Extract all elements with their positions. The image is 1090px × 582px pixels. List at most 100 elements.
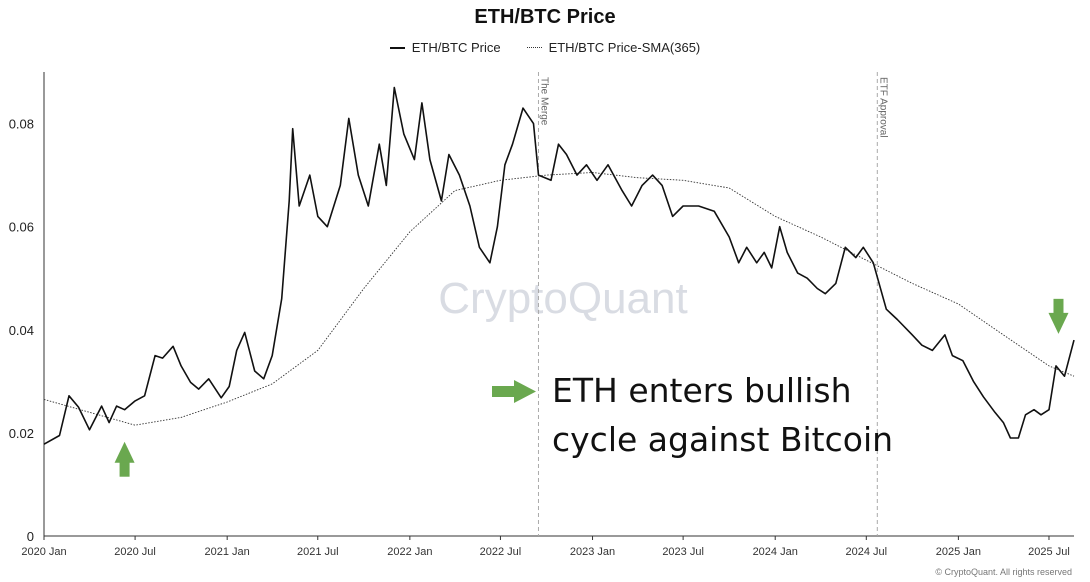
x-tick-label: 2022 Jul <box>480 546 522 558</box>
price-data-point <box>123 408 126 411</box>
price-data-point <box>920 344 923 347</box>
price-data-point <box>385 184 388 187</box>
annotation-line-1: ETH enters bullish <box>552 371 852 410</box>
price-data-point <box>207 377 210 380</box>
price-data-point <box>834 282 837 285</box>
chart-legend: ETH/BTC Price ETH/BTC Price-SMA(365) <box>0 40 1090 55</box>
price-data-point <box>420 101 423 104</box>
price-data-point <box>576 174 579 177</box>
sma-data-point <box>499 179 502 182</box>
price-data-point <box>347 117 350 120</box>
y-tick-label: 0.02 <box>9 426 34 441</box>
x-tick-label: 2020 Jul <box>114 546 156 558</box>
price-data-point <box>872 261 875 264</box>
price-data-point <box>532 122 535 125</box>
price-data-point <box>682 205 685 208</box>
price-data-point <box>713 210 716 213</box>
price-data-point <box>280 297 283 300</box>
price-data-point <box>1017 437 1020 440</box>
price-data-point <box>993 411 996 414</box>
price-data-point <box>88 428 91 431</box>
sma-data-point <box>636 176 639 179</box>
price-data-point <box>339 184 342 187</box>
price-data-point <box>243 331 246 334</box>
price-data-point <box>671 215 674 218</box>
price-data-point <box>961 359 964 362</box>
price-data-point <box>786 251 789 254</box>
price-data-point <box>447 153 450 156</box>
price-data-point <box>220 396 223 399</box>
price-data-point <box>367 205 370 208</box>
event-markers: The Merge ETF Approval <box>537 72 888 536</box>
price-data-point <box>291 127 294 130</box>
sma-data-point <box>408 230 411 233</box>
price-data-point <box>854 256 857 259</box>
price-data-point <box>262 377 265 380</box>
x-tick-label: 2024 Jan <box>753 546 798 558</box>
arrow-head <box>114 441 135 463</box>
sma-data-point <box>134 424 137 427</box>
price-data-point <box>796 272 799 275</box>
down-arrow-icon <box>1048 298 1069 334</box>
sma-data-point <box>1002 333 1005 336</box>
price-data-point <box>402 132 405 135</box>
x-tick-label: 2021 Jul <box>297 546 339 558</box>
price-data-point <box>844 246 847 249</box>
sma-data-point <box>911 282 914 285</box>
price-data-point <box>1054 364 1057 367</box>
price-data-point <box>298 205 301 208</box>
price-data-point <box>728 235 731 238</box>
x-tick-label: 2025 Jul <box>1028 546 1070 558</box>
price-data-point <box>511 143 514 146</box>
watermark: CryptoQuant <box>438 274 687 323</box>
annotation-line-2: cycle against Bitcoin <box>552 420 894 459</box>
price-data-point <box>737 261 740 264</box>
chart-axes: 0 0.02 0.04 0.06 0.08 2020 Jan 2020 Jul 2021 Ja… <box>9 72 1074 558</box>
sma-data-point <box>728 187 731 190</box>
legend-item-sma[interactable]: ETH/BTC Price-SMA(365) <box>526 40 700 55</box>
sma-data-point <box>271 382 274 385</box>
price-data-point <box>308 174 311 177</box>
sma-data-point <box>362 287 365 290</box>
price-data-point <box>778 225 781 228</box>
sma-data-point <box>226 400 229 403</box>
price-data-point <box>1047 408 1050 411</box>
series-line-sma <box>43 172 1075 426</box>
price-data-point <box>197 388 200 391</box>
x-tick-label: 2023 Jul <box>662 546 704 558</box>
sma-data-point <box>865 259 868 262</box>
sma-data-point <box>180 416 183 419</box>
price-data-point <box>982 395 985 398</box>
price-data-point <box>458 174 461 177</box>
price-data-point <box>1073 339 1076 342</box>
y-tick-label: 0.06 <box>9 220 34 235</box>
sma-data-point <box>316 349 319 352</box>
price-data-point <box>537 174 540 177</box>
price-data-point <box>503 163 506 166</box>
sma-data-point <box>682 179 685 182</box>
sma-data-point <box>545 174 548 177</box>
price-data-point <box>154 354 157 357</box>
price-data-point <box>521 107 524 110</box>
legend-item-price[interactable]: ETH/BTC Price <box>389 40 501 55</box>
price-data-point <box>816 287 819 290</box>
sma-data-point <box>1047 364 1050 367</box>
legend-swatch-price <box>389 46 405 49</box>
price-data-point <box>108 421 111 424</box>
price-data-point <box>496 225 499 228</box>
price-data-point <box>253 370 256 373</box>
arrow-annotations <box>114 298 1069 477</box>
price-data-point <box>115 405 118 408</box>
y-tick-label: 0.04 <box>9 323 34 338</box>
price-data-point <box>1039 413 1042 416</box>
price-data-point <box>161 357 164 360</box>
price-data-point <box>100 405 103 408</box>
price-data-point <box>951 354 954 357</box>
price-data-point <box>326 225 329 228</box>
price-data-point <box>585 163 588 166</box>
price-data-point <box>488 261 491 264</box>
price-data-point <box>621 189 624 192</box>
price-data-point <box>862 246 865 249</box>
price-data-point <box>77 406 80 409</box>
x-tick-label: 2025 Jan <box>936 546 981 558</box>
